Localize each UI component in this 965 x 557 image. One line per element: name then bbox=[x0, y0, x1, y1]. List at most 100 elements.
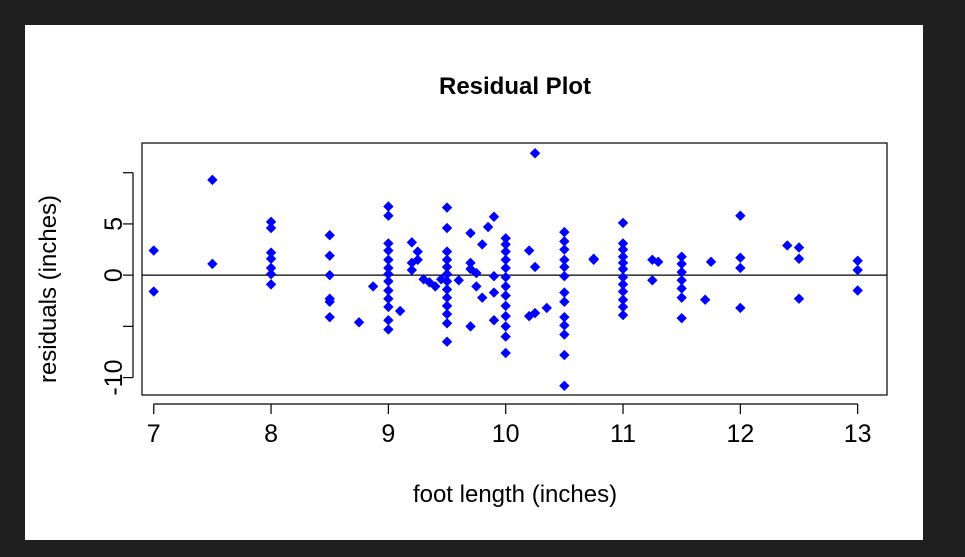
data-point bbox=[441, 318, 453, 329]
data-point bbox=[441, 308, 453, 320]
data-point bbox=[559, 287, 570, 298]
chart-title: Residual Plot bbox=[439, 73, 591, 100]
data-point bbox=[383, 285, 394, 296]
data-point bbox=[647, 275, 658, 286]
data-point bbox=[324, 229, 335, 241]
data-point bbox=[383, 254, 394, 265]
data-point bbox=[477, 292, 488, 303]
data-point bbox=[383, 301, 394, 313]
y-axis-label: residuals (inches) bbox=[35, 195, 62, 383]
data-point bbox=[500, 281, 511, 292]
data-point bbox=[559, 261, 570, 273]
data-point bbox=[148, 245, 159, 256]
data-point bbox=[383, 315, 394, 326]
data-point bbox=[559, 380, 570, 391]
data-point bbox=[441, 246, 453, 257]
data-point bbox=[676, 275, 687, 286]
data-point bbox=[735, 302, 746, 314]
data-point bbox=[148, 286, 159, 297]
data-point bbox=[559, 311, 570, 323]
data-point bbox=[617, 263, 629, 275]
data-point bbox=[383, 201, 394, 212]
data-point bbox=[559, 226, 570, 238]
data-point bbox=[441, 222, 453, 234]
data-point bbox=[559, 296, 570, 307]
x-tick-label: 9 bbox=[381, 420, 395, 448]
data-point bbox=[441, 268, 453, 280]
data-point bbox=[383, 238, 394, 249]
data-point bbox=[676, 258, 687, 270]
x-tick-label: 13 bbox=[844, 420, 872, 448]
axes-layer: 7 8 9 10 11 12 13 -10 0 5 bbox=[100, 172, 887, 448]
data-point bbox=[441, 261, 453, 273]
data-point bbox=[541, 302, 552, 314]
data-point bbox=[324, 250, 335, 261]
x-tick-label: 12 bbox=[726, 420, 754, 448]
data-point bbox=[793, 253, 805, 264]
data-point bbox=[617, 294, 629, 305]
data-point bbox=[500, 233, 511, 244]
data-point bbox=[617, 301, 629, 313]
data-point bbox=[412, 246, 423, 257]
points-layer bbox=[148, 148, 863, 391]
data-point bbox=[617, 271, 629, 283]
data-point bbox=[441, 292, 453, 303]
data-point bbox=[488, 270, 500, 282]
data-point bbox=[617, 238, 629, 249]
data-point bbox=[265, 268, 277, 280]
data-point bbox=[500, 262, 511, 274]
data-point bbox=[265, 262, 277, 274]
data-point bbox=[353, 317, 365, 328]
data-point bbox=[383, 262, 394, 274]
data-point bbox=[441, 254, 453, 265]
data-point bbox=[559, 244, 570, 255]
data-point bbox=[676, 283, 687, 294]
data-point bbox=[207, 258, 218, 270]
data-point bbox=[441, 284, 453, 295]
data-point bbox=[617, 244, 629, 255]
data-point bbox=[699, 294, 711, 305]
data-point bbox=[559, 320, 570, 331]
data-point bbox=[529, 307, 541, 319]
data-point bbox=[465, 321, 476, 332]
x-axis-label: foot length (inches) bbox=[413, 481, 617, 508]
data-point bbox=[793, 242, 805, 253]
data-point bbox=[394, 305, 406, 317]
data-point bbox=[500, 347, 511, 359]
data-point bbox=[676, 312, 687, 324]
data-point bbox=[430, 281, 441, 292]
data-point bbox=[793, 293, 805, 304]
data-point bbox=[852, 285, 863, 296]
data-point bbox=[406, 264, 418, 276]
data-point bbox=[559, 254, 570, 265]
data-point bbox=[412, 254, 423, 265]
data-point bbox=[617, 286, 629, 297]
data-point bbox=[676, 266, 687, 278]
data-point bbox=[477, 239, 488, 250]
data-point bbox=[500, 310, 511, 322]
residual-plot-figure: Residual Plot foot length (inches) resid… bbox=[25, 25, 923, 540]
y-tick-label: 0 bbox=[100, 268, 128, 282]
data-point bbox=[488, 211, 500, 222]
data-point bbox=[852, 264, 863, 276]
data-point bbox=[735, 262, 746, 274]
data-point bbox=[482, 221, 494, 233]
y-tick-label: 5 bbox=[100, 217, 128, 231]
data-point bbox=[523, 245, 535, 256]
x-tick-label: 8 bbox=[264, 420, 278, 448]
data-point bbox=[782, 240, 793, 251]
x-tick-label: 11 bbox=[610, 420, 636, 448]
data-point bbox=[588, 254, 599, 265]
data-point bbox=[324, 296, 335, 307]
x-tick-label: 10 bbox=[492, 420, 520, 448]
data-point bbox=[406, 237, 418, 248]
data-point bbox=[559, 236, 570, 247]
data-point bbox=[500, 271, 511, 283]
data-point bbox=[559, 270, 570, 282]
data-point bbox=[441, 300, 453, 312]
data-point bbox=[265, 247, 277, 258]
data-point bbox=[500, 331, 511, 342]
data-point bbox=[653, 256, 664, 268]
y-tick-label: -10 bbox=[100, 360, 128, 396]
data-point bbox=[465, 263, 476, 275]
